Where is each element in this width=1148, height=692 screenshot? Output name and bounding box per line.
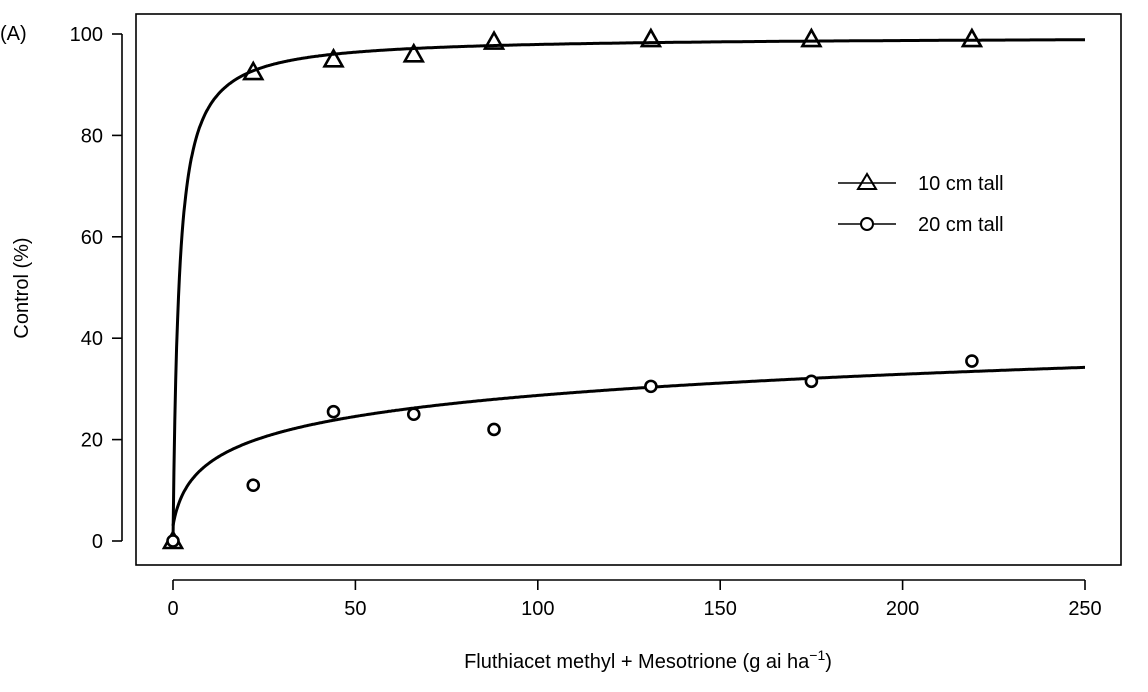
circle-point-7 — [965, 354, 979, 368]
x-tick-label-150: 150 — [704, 598, 737, 620]
circle-point-0 — [166, 534, 180, 548]
circle-point-5 — [644, 379, 658, 394]
y-tick-label-20: 20 — [81, 430, 103, 452]
circle-point-6 — [804, 374, 819, 389]
data-markers — [161, 27, 984, 550]
x-axis-title-close: ) — [825, 651, 832, 673]
legend: 10 cm tall 20 cm tall — [838, 172, 1004, 236]
panel-label: (A) — [0, 23, 27, 45]
x-axis-title-main: Fluthiacet methyl + Mesotrione (g ai ha — [464, 651, 810, 673]
legend-label-10cm: 10 cm tall — [918, 173, 1004, 195]
legend-triangle-icon — [856, 172, 878, 190]
legend-circle-icon — [860, 217, 874, 231]
y-tick-label-80: 80 — [81, 125, 103, 147]
circle-point-4 — [487, 422, 501, 437]
y-tick-label-0: 0 — [92, 531, 103, 553]
y-tick-label-40: 40 — [81, 328, 103, 350]
x-axis-title: Fluthiacet methyl + Mesotrione (g ai ha−… — [464, 647, 832, 673]
plot-frame — [135, 13, 1122, 566]
triangle-point-2 — [322, 47, 345, 68]
triangle-point-7 — [960, 27, 984, 48]
x-tick-label-50: 50 — [344, 598, 366, 620]
fit-line-10cm — [171, 38, 1085, 542]
x-tick-label-100: 100 — [521, 598, 554, 620]
x-axis: 0 50 100 150 200 250 — [167, 579, 1102, 620]
circle-point-1 — [246, 478, 261, 493]
y-tick-label-100: 100 — [70, 24, 103, 46]
triangle-point-1 — [242, 60, 265, 81]
x-tick-label-250: 250 — [1068, 598, 1101, 620]
x-axis-title-superscript: −1 — [809, 647, 825, 663]
circle-point-3 — [406, 407, 421, 422]
y-tick-label-60: 60 — [81, 227, 103, 249]
fit-line-20cm — [171, 365, 1085, 527]
fit-lines — [171, 38, 1085, 542]
x-tick-label-200: 200 — [886, 598, 919, 620]
circle-point-2 — [326, 404, 341, 419]
triangle-point-6 — [800, 27, 823, 48]
triangle-point-4 — [482, 29, 506, 50]
triangle-point-5 — [639, 27, 663, 48]
triangle-point-3 — [402, 42, 425, 63]
y-axis: 0 20 40 60 80 100 — [70, 24, 123, 553]
legend-label-20cm: 20 cm tall — [918, 214, 1004, 236]
y-axis-title: Control (%) — [11, 237, 33, 338]
x-tick-label-0: 0 — [167, 598, 178, 620]
